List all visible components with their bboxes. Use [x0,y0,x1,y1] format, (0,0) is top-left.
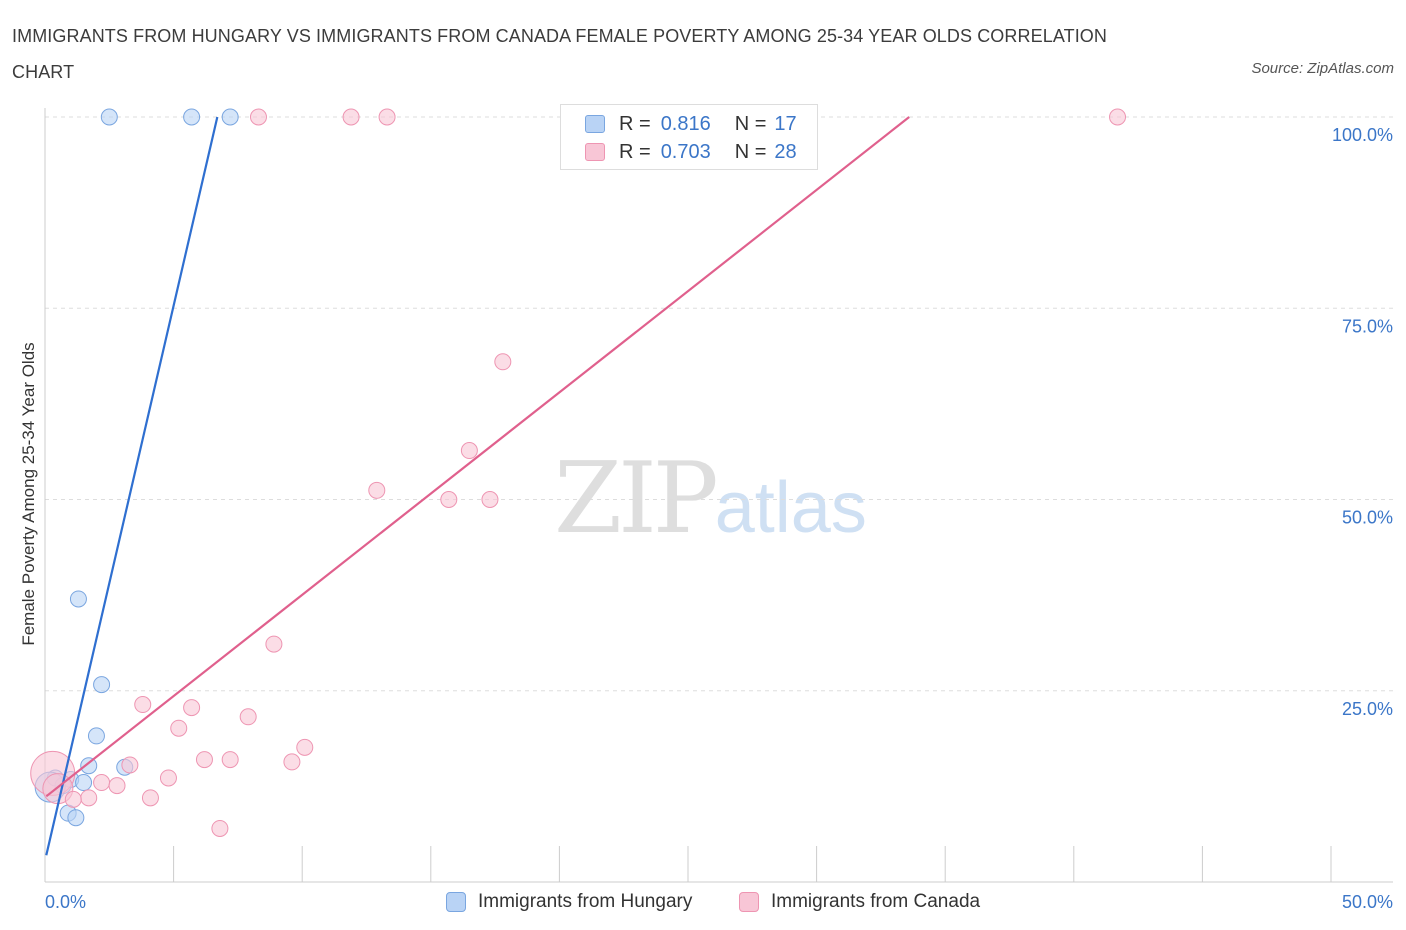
legend-row-hungary: R = 0.816 N = 17 [585,110,797,138]
point-hungary [67,809,85,827]
legend-r-label: R = [619,140,651,163]
series-legend-hungary[interactable]: Immigrants from Hungary [446,888,692,916]
point-canada [494,353,512,371]
legend-r-label: R = [619,112,651,135]
point-canada [93,774,111,792]
point-canada [64,790,82,808]
point-canada [170,719,188,737]
series-label-hungary: Immigrants from Hungary [478,891,693,912]
point-canada [80,789,98,807]
point-canada [368,481,386,499]
point-canada [195,751,213,769]
trend-line-canada [45,116,910,798]
point-hungary [87,727,105,745]
y-tick-label: 25.0% [1342,699,1393,719]
legend-n-label: N = [734,140,767,163]
y-tick-label: 50.0% [1342,508,1393,528]
x-tick-label: 50.0% [1342,892,1393,912]
point-canada [265,635,283,653]
point-canada [159,769,177,787]
legend-r-value: 0.816 [660,112,711,135]
point-canada [239,708,257,726]
point-canada [440,491,458,508]
x-tick-label: 0.0% [45,892,86,912]
tick-labels: 25.0% 50.0% 75.0% 100.0% 0.0% 50.0% [45,125,1393,912]
trend-line-hungary [45,116,219,856]
point-canada [342,108,360,126]
point-hungary [221,108,239,126]
axes [44,108,1393,883]
point-canada [283,753,301,771]
series-swatch-hungary [446,892,466,912]
gridlines [45,116,1393,692]
source-credit: Source: ZipAtlas.com [1251,60,1394,77]
point-canada [108,777,126,795]
y-tick-label: 100.0% [1332,125,1393,145]
trend-lines [45,116,910,856]
series-swatch-canada [739,892,759,912]
point-canada [249,108,267,126]
legend-n-value: 17 [774,112,797,135]
legend-swatch-canada [585,143,605,161]
point-hungary [93,676,111,694]
legend-n-value: 28 [774,140,797,163]
legend-n-label: N = [734,112,767,135]
point-hungary [75,774,93,792]
series-label-canada: Immigrants from Canada [771,891,981,912]
series-legend-canada[interactable]: Immigrants from Canada [739,888,980,916]
point-canada [460,442,478,460]
chart-title: IMMIGRANTS FROM HUNGARY VS IMMIGRANTS FR… [12,26,1107,82]
legend-swatch-hungary [585,115,605,133]
point-hungary [100,108,118,126]
point-canada [481,491,499,508]
point-canada [121,756,139,774]
legend-row-canada: R = 0.703 N = 28 [585,138,797,166]
point-hungary [69,590,87,608]
y-tick-label: 75.0% [1342,316,1393,336]
point-canada [183,699,201,717]
series-legend: Immigrants from Hungary Immigrants from … [0,888,1406,916]
point-canada [378,108,396,126]
point-canada [1109,108,1127,126]
legend-r-value: 0.703 [660,140,711,163]
point-canada [296,738,314,756]
watermark-atlas: atlas [714,468,867,548]
point-hungary [80,757,98,775]
point-canada [141,789,159,807]
point-canada [221,751,239,769]
data-points [30,108,1127,837]
point-canada [211,819,229,837]
point-hungary [183,108,201,126]
point-canada [134,696,152,714]
correlation-legend: R = 0.816 N = 17 R = 0.703 N = 28 [560,104,818,170]
